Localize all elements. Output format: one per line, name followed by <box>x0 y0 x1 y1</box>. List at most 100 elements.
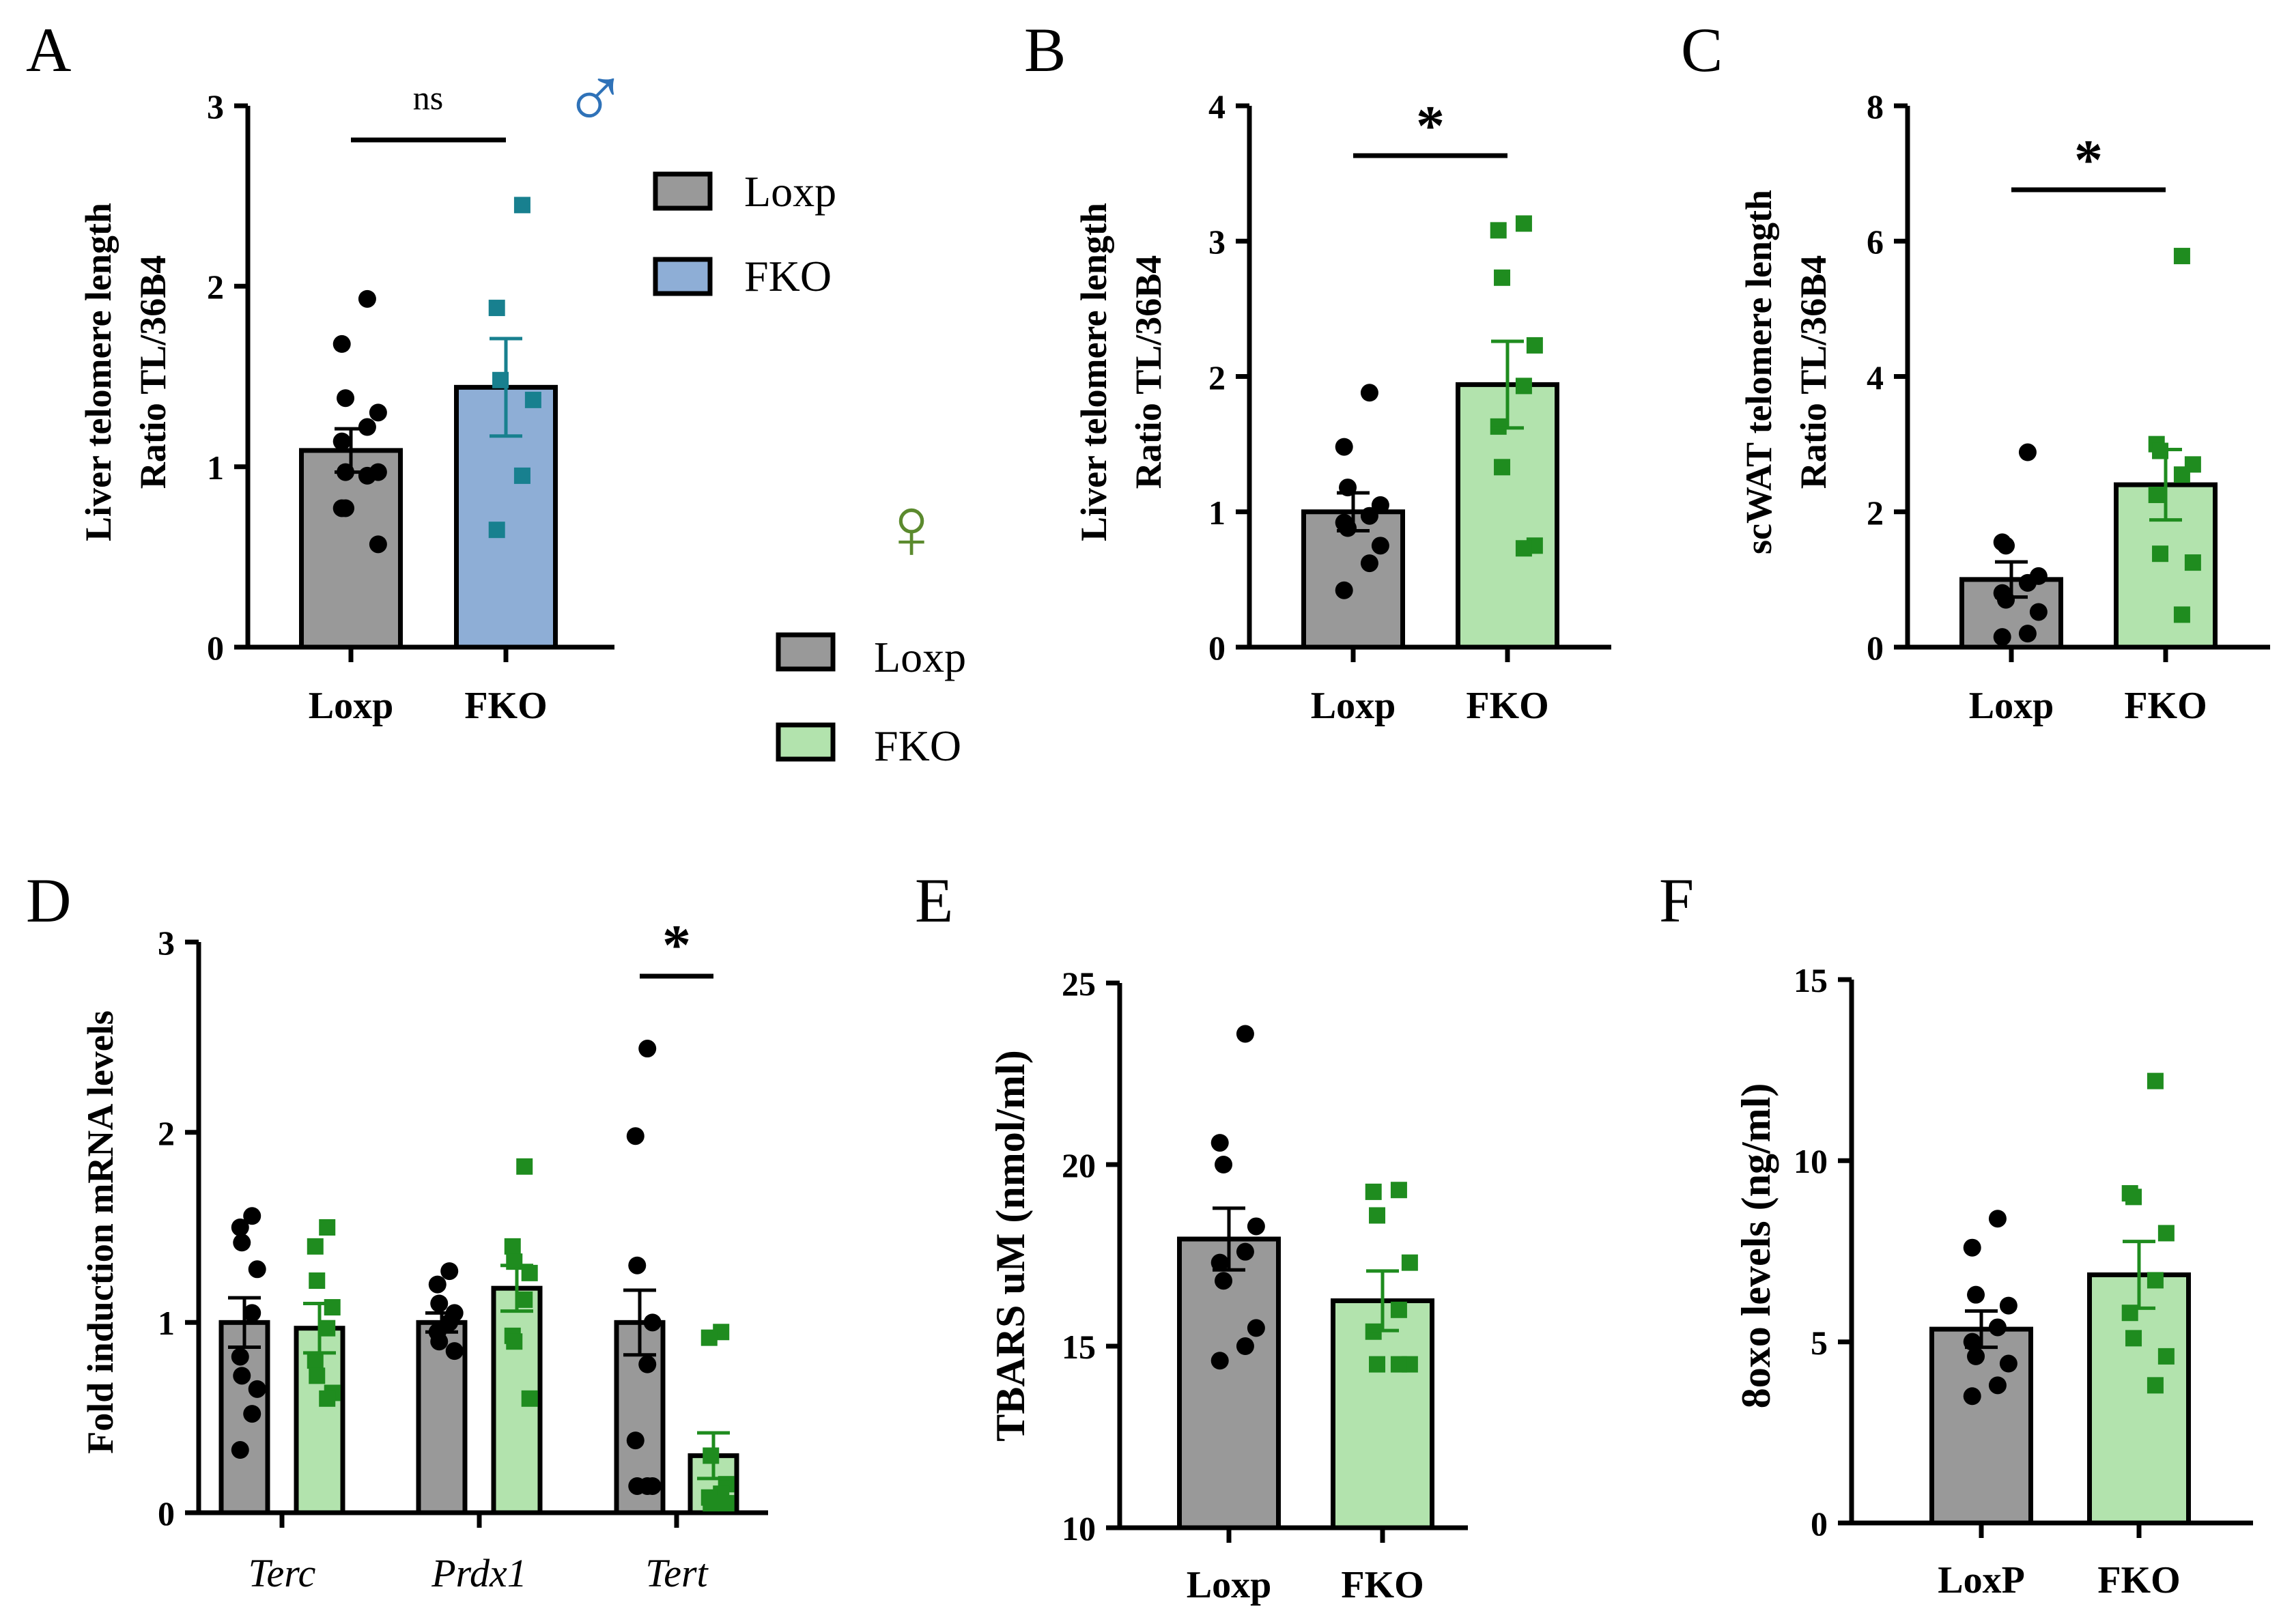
panel-b: Liver telomere length Ratio TL/36B4 0 1 … <box>1073 87 1611 727</box>
data-point <box>1360 554 1378 573</box>
legend-label-loxp: Loxp <box>744 167 836 216</box>
data-point <box>2029 603 2048 621</box>
data-point <box>1371 537 1389 555</box>
data-point <box>309 1272 326 1290</box>
data-point <box>2184 554 2201 571</box>
data-point <box>428 1275 447 1294</box>
data-point <box>233 1367 251 1385</box>
data-point <box>1494 269 1511 286</box>
bar <box>2087 1272 2191 1526</box>
data-point <box>309 1367 326 1384</box>
male-symbol-icon: ♂ <box>562 50 629 148</box>
data-point <box>1335 581 1353 599</box>
y-tick-label: 6 <box>1867 223 1884 261</box>
data-point <box>369 535 387 554</box>
y-tick-label: 8 <box>1867 87 1884 126</box>
panel-letter-f: F <box>1659 866 1694 935</box>
data-point <box>1515 540 1532 557</box>
data-point <box>231 1219 249 1236</box>
legend-swatch-loxp <box>776 632 836 672</box>
legend-male: Loxp FKO <box>653 167 836 300</box>
data-point <box>488 300 505 317</box>
data-point <box>243 1304 261 1322</box>
x-axis: Loxp FKO <box>1247 644 1611 727</box>
x-category-label: LoxP <box>1938 1559 2025 1601</box>
data-point <box>2157 1348 2175 1365</box>
data-point <box>2157 1225 2175 1242</box>
x-category-label: Prdx1 <box>431 1551 527 1595</box>
data-point <box>1997 537 2015 555</box>
legend-swatch-loxp <box>653 171 713 211</box>
svg-text:Liver telomere length: Liver telomere length <box>1073 203 1114 541</box>
data-point <box>243 1405 261 1423</box>
data-point <box>1999 1296 2017 1315</box>
data-point <box>1494 459 1511 476</box>
female-symbol-icon: ♀ <box>878 480 945 578</box>
significance-bracket: * <box>640 913 713 979</box>
data-point <box>337 499 355 517</box>
data-point <box>2125 1330 2142 1347</box>
data-point <box>233 1234 251 1252</box>
y-tick-label: 0 <box>1208 629 1226 667</box>
panel-letter-b: B <box>1024 15 1066 85</box>
data-point <box>231 1441 249 1459</box>
data-point <box>369 403 387 422</box>
panel-e: TBARS uM (nmol/ml) 10 15 20 25 Loxp FKO <box>988 965 1468 1606</box>
y-tick-label: 10 <box>1794 1142 1828 1180</box>
legend-label-loxp: Loxp <box>874 633 966 681</box>
x-axis: Loxp FKO <box>246 644 614 727</box>
data-point <box>513 197 530 214</box>
significance-bracket: ns <box>351 79 506 143</box>
data-point <box>1369 1356 1386 1373</box>
y-axis-title: TBARS uM (nmol/ml) <box>988 1050 1033 1441</box>
x-category-label: FKO <box>2124 685 2207 727</box>
data-point <box>638 1477 657 1495</box>
y-tick-label: 1 <box>207 448 224 487</box>
data-point <box>1526 337 1543 354</box>
x-axis: Loxp FKO <box>1906 644 2270 727</box>
data-point <box>1963 1238 1981 1257</box>
data-point <box>700 1329 718 1346</box>
y-axis: 0 5 10 15 <box>1794 961 1854 1543</box>
data-point <box>248 1380 266 1398</box>
y-axis-title: Fold induction mRNA levels <box>80 1010 121 1454</box>
data-point <box>2147 1072 2164 1089</box>
data-point <box>1215 1272 1233 1290</box>
data-point <box>1236 1025 1254 1043</box>
data-point <box>1490 222 1507 239</box>
y-tick-label: 3 <box>1208 223 1226 261</box>
y-tick-label: 4 <box>1208 87 1226 126</box>
data-point <box>1515 215 1532 232</box>
y-tick-label: 3 <box>207 87 224 126</box>
data-point <box>430 1333 449 1351</box>
data-point <box>1993 628 2011 646</box>
data-point <box>1369 1207 1386 1224</box>
x-category-label: FKO <box>1341 1564 1424 1606</box>
data-point <box>319 1320 336 1337</box>
svg-text:Fold induction mRNA levels: Fold induction mRNA levels <box>80 1010 121 1454</box>
y-axis: 0 1 2 3 4 <box>1208 87 1252 667</box>
y-tick-label: 2 <box>207 268 224 306</box>
data-point <box>337 389 355 408</box>
y-tick-label: 15 <box>1062 1328 1096 1366</box>
data-point <box>307 1352 324 1369</box>
significance-bracket: * <box>1353 94 1507 158</box>
x-category-label: Loxp <box>309 685 394 727</box>
data-point <box>243 1207 261 1225</box>
panel-letter-a: A <box>26 15 71 85</box>
data-point <box>703 1495 720 1512</box>
y-tick-label: 0 <box>207 629 224 667</box>
data-point <box>628 1256 647 1274</box>
x-category-label: Loxp <box>1187 1564 1272 1606</box>
panel-f: 8oxo levels (ng/ml) 0 5 10 15 LoxP FKO <box>1733 961 2253 1601</box>
data-point <box>488 522 505 539</box>
panel-letter-c: C <box>1681 15 1723 85</box>
significance-label: * <box>662 913 691 977</box>
plot-area <box>218 1040 739 1515</box>
data-point <box>1360 384 1378 402</box>
data-point <box>1401 1254 1418 1271</box>
svg-text:TBARS uM (nmol/ml): TBARS uM (nmol/ml) <box>988 1050 1033 1441</box>
data-point <box>513 467 530 484</box>
data-point <box>440 1262 459 1281</box>
svg-text:Ratio TL/36B4: Ratio TL/36B4 <box>1793 255 1834 489</box>
